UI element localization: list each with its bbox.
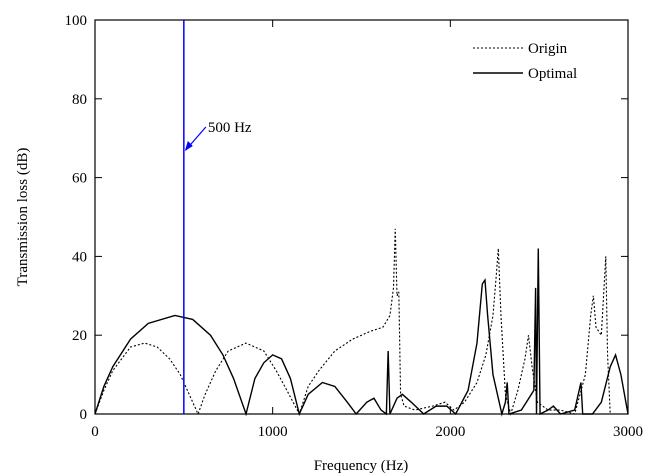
annotation-label: 500 Hz — [208, 120, 252, 136]
y-tick-label: 60 — [72, 171, 87, 187]
x-tick-label: 1000 — [258, 424, 288, 440]
annotation-arrowhead — [184, 141, 193, 151]
x-tick-label: 0 — [91, 424, 99, 440]
y-tick-label: 80 — [72, 92, 87, 108]
y-tick-label: 40 — [72, 249, 87, 265]
y-tick-label: 100 — [65, 13, 88, 29]
series-line — [94, 228, 628, 417]
y-tick-label: 20 — [72, 328, 87, 344]
x-tick-label: 3000 — [613, 424, 643, 440]
y-tick-label: 0 — [80, 407, 88, 423]
legend-label: Optimal — [528, 66, 577, 82]
x-tick-label: 2000 — [435, 424, 465, 440]
x-axis-label: Frequency (Hz) — [314, 458, 409, 474]
legend-label: Origin — [528, 41, 568, 57]
series-line — [94, 248, 629, 417]
y-axis-label: Transmission loss (dB) — [15, 148, 31, 287]
plot-frame — [94, 19, 629, 415]
